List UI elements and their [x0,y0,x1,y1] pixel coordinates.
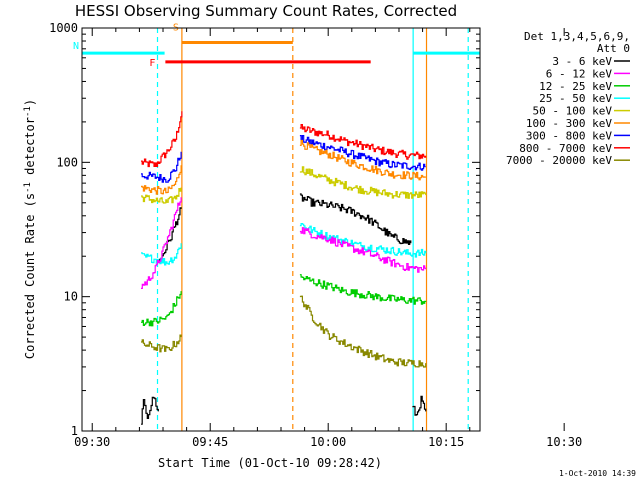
y-tick-label-3: 1000 [49,21,78,35]
legend-header-attenuator: Att 0 [597,42,630,55]
x-tick-label-2: 10:00 [310,435,346,449]
legend-label-4: 50 - 100 keV [533,105,613,118]
series-6-segment-0 [141,197,182,289]
series-3-segment-1 [299,166,427,199]
legend-label-0: 3 - 6 keV [552,55,612,68]
series-8-segment-1 [299,295,427,368]
chart-title: HESSI Observing Summary Count Rates, Cor… [75,2,457,20]
legend-label-2: 12 - 25 keV [539,80,612,93]
y-tick-label-0: 1 [71,424,78,438]
x-tick-label-4: 10:30 [546,435,582,449]
series-8-segment-0 [141,334,182,353]
series-2-segment-0 [141,165,182,195]
y-tick-label-2: 100 [56,155,78,169]
series-4-segment-0 [141,396,159,425]
series-1-segment-1 [299,135,426,171]
night-flag-label: N [73,41,79,52]
axes: 09:3009:4510:0010:1510:3010:4511:0011010… [49,21,582,449]
x-tick-label-0: 09:30 [74,435,110,449]
series-0-segment-1 [299,124,427,160]
series-4-segment-3 [412,395,427,416]
y-tick-label-1: 10 [64,290,78,304]
x-tick-label-1: 09:45 [192,435,228,449]
series-3-segment-0 [141,187,182,204]
data-layer: SNF [73,22,480,431]
x-axis-label: Start Time (01-Oct-10 09:28:42) [158,456,382,470]
series-7-segment-1 [299,274,427,305]
legend-label-5: 100 - 300 keV [526,117,612,130]
plot-frame [81,27,481,432]
flare-flag-label: F [149,58,155,69]
series-6-segment-1 [299,227,427,273]
y-axis-label: Corrected Count Rate (s-1 detector-1) [23,99,37,359]
legend-label-1: 6 - 12 keV [546,67,613,80]
series-4-segment-2 [299,193,412,245]
legend-label-7: 800 - 7000 keV [519,142,612,155]
legend-label-3: 25 - 50 keV [539,92,612,105]
series-0-segment-0 [141,111,183,168]
series-7-segment-0 [141,291,182,327]
series-1-segment-0 [141,151,182,183]
render-timestamp: 1-Oct-2010 14:39 [559,469,636,478]
series-2-segment-1 [299,139,427,181]
legend-label-6: 300 - 800 keV [526,129,612,142]
legend-header-detectors: Det 1,3,4,5,6,9, [524,30,630,43]
x-tick-label-3: 10:15 [428,435,464,449]
legend-label-8: 7000 - 20000 keV [506,154,612,167]
